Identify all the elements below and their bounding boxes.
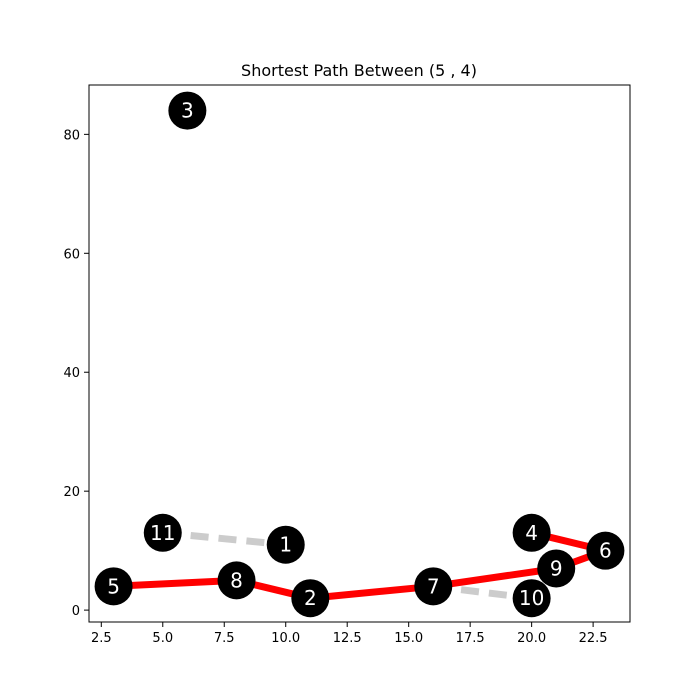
node-7 bbox=[414, 567, 453, 606]
node-11 bbox=[143, 513, 182, 552]
node-label-9: 9 bbox=[550, 556, 563, 580]
edge-11-1 bbox=[162, 529, 287, 549]
edge-5-8 bbox=[113, 576, 237, 590]
node-4 bbox=[512, 513, 551, 552]
x-tick-label: 17.5 bbox=[456, 631, 485, 646]
node-1 bbox=[266, 525, 305, 564]
node-2 bbox=[291, 579, 330, 618]
x-tick-label: 20.0 bbox=[517, 631, 546, 646]
x-tick-label: 5.0 bbox=[152, 631, 173, 646]
x-tick-label: 22.5 bbox=[579, 631, 608, 646]
node-label-8: 8 bbox=[230, 568, 243, 592]
x-tick-label: 7.5 bbox=[214, 631, 235, 646]
node-label-1: 1 bbox=[279, 533, 292, 557]
edge-2-7 bbox=[309, 582, 434, 602]
node-6 bbox=[586, 531, 625, 570]
y-tick-label: 40 bbox=[63, 366, 80, 381]
y-tick-label: 20 bbox=[63, 485, 80, 500]
y-tick-label: 0 bbox=[72, 604, 80, 619]
node-label-5: 5 bbox=[107, 574, 120, 598]
axes-layer: 2.5 5.0 7.5 10.0 12.5 15.0 17.5 20.0 22.5 0 20 40 60… bbox=[63, 84, 631, 646]
node-label-2: 2 bbox=[304, 586, 317, 610]
node-5 bbox=[94, 567, 133, 606]
x-tick-label: 2.5 bbox=[91, 631, 112, 646]
chart-title: Shortest Path Between (5 , 4) bbox=[241, 61, 477, 80]
x-tick-label: 15.0 bbox=[394, 631, 423, 646]
node-8 bbox=[217, 561, 256, 600]
node-label-10: 10 bbox=[519, 586, 544, 610]
node-label-7: 7 bbox=[427, 574, 440, 598]
plot-frame bbox=[88, 84, 631, 623]
node-label-11: 11 bbox=[150, 521, 175, 545]
x-tick-label: 12.5 bbox=[333, 631, 362, 646]
x-tick-label: 10.0 bbox=[271, 631, 300, 646]
y-tick-label: 60 bbox=[63, 247, 80, 262]
y-tick-label: 80 bbox=[63, 128, 80, 143]
node-9 bbox=[537, 549, 576, 588]
node-label-6: 6 bbox=[599, 539, 612, 563]
edge-7-9 bbox=[432, 565, 557, 590]
node-3 bbox=[168, 91, 207, 130]
node-label-4: 4 bbox=[525, 521, 538, 545]
node-10 bbox=[512, 579, 551, 618]
node-label-3: 3 bbox=[181, 99, 194, 123]
